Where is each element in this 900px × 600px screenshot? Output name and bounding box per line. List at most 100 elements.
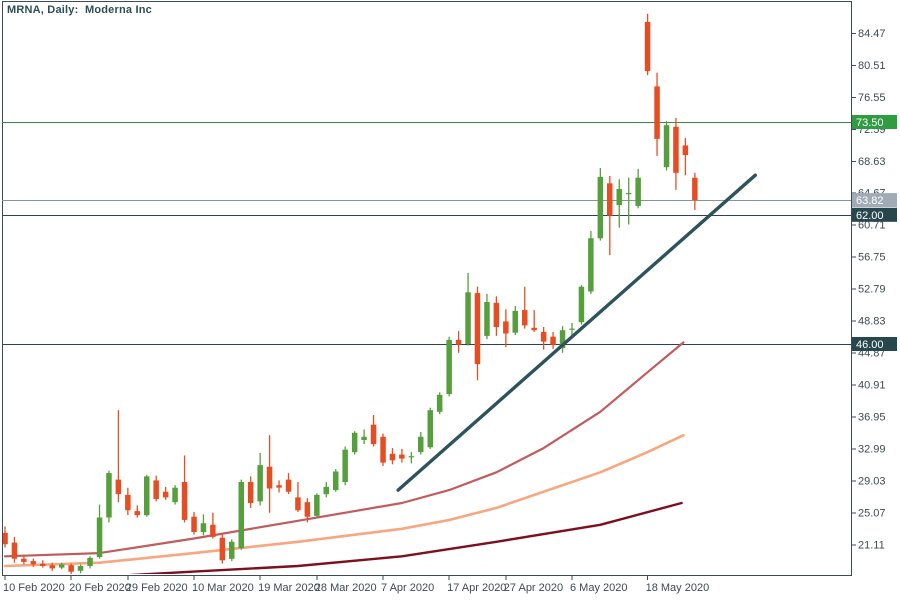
candle-body-21 Feb 2020 xyxy=(77,566,84,571)
price-badge-label: 46.00 xyxy=(856,339,884,351)
candle-body-8 Apr 2020 xyxy=(389,453,396,461)
candle-body-10 Feb 2020 xyxy=(3,532,8,545)
candle-body-3 Mar 2020 xyxy=(144,476,150,516)
candle-body-25 Mar 2020 xyxy=(295,497,301,511)
time-tick-label: 18 May 2020 xyxy=(646,582,710,594)
candle-body-1 May 2020 xyxy=(540,331,547,342)
candle-body-17 Apr 2020 xyxy=(446,339,452,394)
candle-body-8 May 2020 xyxy=(588,238,594,292)
candle-body-22 Apr 2020 xyxy=(474,293,481,365)
price-tick-label: 76.55 xyxy=(858,92,886,104)
time-tick-label: 10 Mar 2020 xyxy=(192,582,254,594)
candle-body-21 Apr 2020 xyxy=(465,292,471,344)
candle-body-1 Apr 2020 xyxy=(342,449,348,482)
price-tick-label: 48.83 xyxy=(858,316,886,328)
ma-fast-line xyxy=(3,341,685,558)
candle-body-26 Feb 2020 xyxy=(106,473,112,518)
trendline[interactable] xyxy=(396,173,757,492)
candle-body-16 Apr 2020 xyxy=(436,394,443,412)
candle-body-20 Feb 2020 xyxy=(68,565,74,572)
candle-body-14 Apr 2020 xyxy=(418,436,424,453)
candles-group xyxy=(3,13,698,574)
candle-body-12 Feb 2020 xyxy=(21,558,27,562)
price-tick-label: 80.51 xyxy=(858,60,886,72)
candle-body-19 Mar 2020 xyxy=(257,465,263,502)
time-tick-label: 17 Apr 2020 xyxy=(447,582,506,594)
candle-body-3 Apr 2020 xyxy=(361,436,367,440)
candle-body-2 Apr 2020 xyxy=(351,432,358,453)
candle-body-18 Mar 2020 xyxy=(247,482,254,503)
chart-title: MRNA, Daily: Moderna Inc xyxy=(7,4,152,16)
candle-body-31 Mar 2020 xyxy=(333,471,339,491)
time-tick-label: 27 Apr 2020 xyxy=(504,582,563,594)
candle-body-30 Mar 2020 xyxy=(323,486,329,495)
candle-body-6 Apr 2020 xyxy=(370,424,377,445)
candle-body-10 Mar 2020 xyxy=(191,516,197,532)
price-tick-label: 29.03 xyxy=(858,476,886,488)
candle-body-30 Apr 2020 xyxy=(531,327,537,331)
candle-body-12 May 2020 xyxy=(607,183,613,216)
candle-body-23 Apr 2020 xyxy=(484,302,490,336)
candle-body-27 Apr 2020 xyxy=(503,321,509,334)
candle-body-23 Mar 2020 xyxy=(276,485,282,488)
price-badge-label: 73.50 xyxy=(856,117,884,129)
price-tick-label: 21.11 xyxy=(858,539,885,551)
candle-body-19 Feb 2020 xyxy=(58,564,65,568)
chart-frame xyxy=(2,1,852,576)
candle-body-9 Apr 2020 xyxy=(399,454,405,459)
ma-mid-line xyxy=(3,433,685,568)
candle-body-21 May 2020 xyxy=(673,126,679,173)
candle-body-14 Feb 2020 xyxy=(40,563,46,566)
candle-body-29 Apr 2020 xyxy=(522,310,528,326)
candle-body-11 Feb 2020 xyxy=(11,542,18,559)
candle-body-5 May 2020 xyxy=(559,330,566,348)
time-tick-label: 7 Apr 2020 xyxy=(381,582,434,594)
candle-body-18 May 2020 xyxy=(644,21,651,72)
candle-body-27 Feb 2020 xyxy=(115,479,122,495)
candle-body-6 Mar 2020 xyxy=(172,487,178,503)
candle-body-28 Feb 2020 xyxy=(125,494,131,511)
price-badge-label: 62.00 xyxy=(856,210,884,222)
price-tick-label: 60.71 xyxy=(858,220,886,232)
price-badge-63.82 xyxy=(852,193,897,208)
candle-body-18 Feb 2020 xyxy=(49,565,55,569)
time-tick-label: 20 Feb 2020 xyxy=(69,582,131,594)
price-badge-label: 63.82 xyxy=(856,195,884,207)
candle-body-25 Feb 2020 xyxy=(96,517,103,558)
candle-body-16 Mar 2020 xyxy=(229,541,235,559)
candle-body-27 Mar 2020 xyxy=(314,494,320,516)
candle-body-28 Apr 2020 xyxy=(512,310,518,333)
price-tick-label: 36.95 xyxy=(858,412,886,424)
price-tick-label: 32.99 xyxy=(858,444,886,456)
candle-body-11 Mar 2020 xyxy=(200,523,207,533)
time-tick-label: 28 Mar 2020 xyxy=(315,582,377,594)
candle-body-11 May 2020 xyxy=(597,176,604,239)
price-badge-46.00 xyxy=(852,337,897,351)
candle-body-26 May 2020 xyxy=(692,177,698,201)
candle-body-13 May 2020 xyxy=(616,189,622,206)
candle-body-19 May 2020 xyxy=(654,86,660,139)
price-tick-label: 56.75 xyxy=(858,252,886,264)
candle-body-2 Mar 2020 xyxy=(134,511,140,516)
candle-body-14 May 2020 xyxy=(625,193,632,195)
candle-body-24 Mar 2020 xyxy=(285,479,292,492)
candle-body-22 May 2020 xyxy=(682,145,689,156)
time-tick-label: 19 Mar 2020 xyxy=(258,582,320,594)
candle-body-12 Mar 2020 xyxy=(210,524,216,537)
candle-body-17 Mar 2020 xyxy=(238,482,244,549)
price-tick-label: 52.79 xyxy=(858,284,886,296)
price-axis-area[interactable] xyxy=(852,0,900,600)
candle-body-20 Mar 2020 xyxy=(266,466,273,489)
candle-body-24 Feb 2020 xyxy=(87,557,93,566)
candle-body-13 Mar 2020 xyxy=(219,537,226,561)
candle-body-24 Apr 2020 xyxy=(493,302,500,327)
candle-body-13 Feb 2020 xyxy=(30,561,37,565)
candle-body-20 Apr 2020 xyxy=(455,339,462,345)
candle-body-9 Mar 2020 xyxy=(181,482,188,520)
ma-slow-line xyxy=(128,501,683,574)
candle-body-6 May 2020 xyxy=(569,328,575,330)
candle-body-15 Apr 2020 xyxy=(427,410,433,448)
candle-body-15 May 2020 xyxy=(635,177,641,206)
